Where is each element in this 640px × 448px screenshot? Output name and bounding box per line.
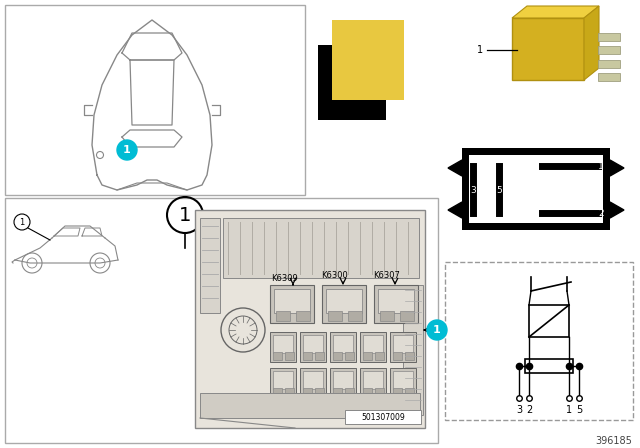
Bar bbox=[380, 311, 394, 321]
Bar bbox=[363, 388, 372, 396]
Bar bbox=[274, 289, 310, 313]
Bar bbox=[223, 218, 419, 278]
Bar bbox=[5, 5, 305, 195]
Bar bbox=[375, 352, 384, 360]
Polygon shape bbox=[584, 6, 599, 80]
Bar bbox=[330, 332, 356, 362]
Bar bbox=[303, 371, 323, 389]
Polygon shape bbox=[610, 160, 624, 176]
Polygon shape bbox=[610, 202, 624, 218]
Bar bbox=[273, 335, 293, 353]
Bar bbox=[363, 371, 383, 389]
Bar bbox=[303, 352, 312, 360]
Bar bbox=[273, 352, 282, 360]
Bar bbox=[273, 388, 282, 396]
Bar bbox=[270, 285, 314, 323]
Bar bbox=[360, 332, 386, 362]
Bar bbox=[285, 352, 294, 360]
Bar bbox=[333, 352, 342, 360]
Bar bbox=[303, 335, 323, 353]
Bar bbox=[390, 332, 416, 362]
Bar bbox=[332, 20, 404, 100]
Bar bbox=[393, 335, 413, 353]
Bar bbox=[348, 311, 362, 321]
Bar bbox=[315, 388, 324, 396]
Text: K6300: K6300 bbox=[322, 271, 348, 280]
Bar bbox=[328, 311, 342, 321]
Bar bbox=[374, 285, 418, 323]
Text: 2: 2 bbox=[526, 405, 532, 415]
Bar bbox=[300, 332, 326, 362]
Text: 1: 1 bbox=[19, 217, 24, 227]
Text: 1: 1 bbox=[433, 325, 441, 335]
Text: 501307009: 501307009 bbox=[361, 413, 405, 422]
Bar bbox=[345, 388, 354, 396]
Circle shape bbox=[117, 140, 137, 160]
Bar bbox=[363, 335, 383, 353]
Bar bbox=[195, 210, 425, 428]
Bar bbox=[529, 305, 569, 337]
Bar bbox=[273, 371, 293, 389]
Bar bbox=[403, 285, 423, 415]
Text: K6309: K6309 bbox=[271, 273, 298, 283]
Bar bbox=[469, 155, 603, 223]
Bar bbox=[598, 33, 620, 41]
Bar bbox=[405, 388, 414, 396]
Text: K6307: K6307 bbox=[374, 271, 401, 280]
Bar bbox=[200, 218, 220, 313]
Bar bbox=[445, 262, 633, 420]
Bar bbox=[5, 198, 438, 443]
Bar bbox=[296, 311, 310, 321]
Bar bbox=[363, 352, 372, 360]
Bar bbox=[525, 359, 573, 373]
Bar bbox=[378, 289, 414, 313]
Bar bbox=[326, 289, 362, 313]
Circle shape bbox=[427, 320, 447, 340]
Bar bbox=[270, 368, 296, 398]
Bar bbox=[285, 388, 294, 396]
Bar bbox=[375, 388, 384, 396]
Bar bbox=[598, 46, 620, 54]
Bar bbox=[322, 285, 366, 323]
Bar bbox=[393, 371, 413, 389]
Bar bbox=[393, 388, 402, 396]
Bar bbox=[512, 18, 584, 80]
Bar bbox=[270, 332, 296, 362]
Bar bbox=[360, 368, 386, 398]
Bar bbox=[345, 410, 421, 424]
Polygon shape bbox=[448, 160, 462, 176]
Bar bbox=[330, 368, 356, 398]
Bar bbox=[405, 352, 414, 360]
Bar bbox=[333, 388, 342, 396]
Text: 1: 1 bbox=[123, 145, 131, 155]
Text: 5: 5 bbox=[496, 185, 502, 194]
Bar bbox=[333, 371, 353, 389]
Bar bbox=[276, 311, 290, 321]
Bar bbox=[303, 388, 312, 396]
Bar bbox=[400, 311, 414, 321]
Bar bbox=[598, 73, 620, 81]
Polygon shape bbox=[448, 202, 462, 218]
Text: 1: 1 bbox=[477, 45, 483, 55]
Bar bbox=[598, 60, 620, 68]
Text: 3: 3 bbox=[470, 185, 476, 194]
Bar bbox=[462, 148, 610, 230]
Text: 5: 5 bbox=[576, 405, 582, 415]
Bar bbox=[315, 352, 324, 360]
Text: 2: 2 bbox=[598, 208, 604, 217]
Bar bbox=[333, 335, 353, 353]
Bar bbox=[393, 352, 402, 360]
Text: 1: 1 bbox=[566, 405, 572, 415]
Bar bbox=[345, 352, 354, 360]
Text: 3: 3 bbox=[516, 405, 522, 415]
Bar bbox=[390, 368, 416, 398]
Bar bbox=[200, 393, 420, 418]
Text: 396185: 396185 bbox=[595, 436, 632, 446]
Polygon shape bbox=[512, 6, 599, 18]
Bar bbox=[318, 45, 386, 120]
Bar bbox=[300, 368, 326, 398]
Text: 1: 1 bbox=[598, 161, 604, 171]
Text: 1: 1 bbox=[179, 206, 191, 224]
